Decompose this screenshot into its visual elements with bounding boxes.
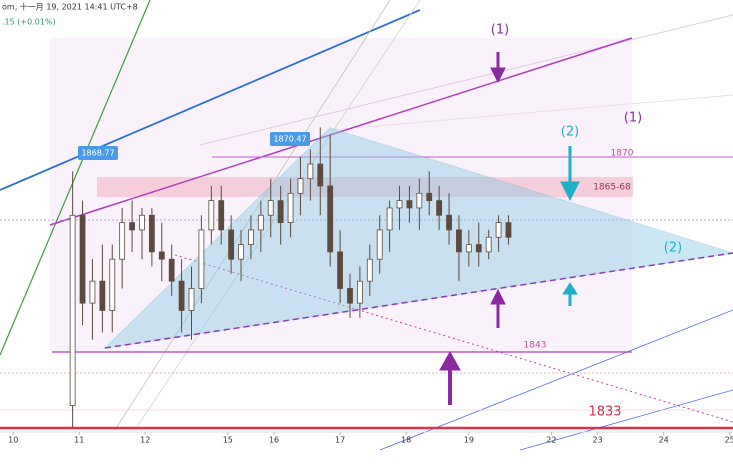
candle-body: [139, 214, 145, 231]
arrow-head: [490, 67, 506, 84]
candle-body: [465, 244, 472, 253]
candle-body: [158, 251, 165, 260]
header: om, 十一月 19, 2021 14:41 UTC+8: [2, 2, 138, 12]
annotation: (1): [491, 23, 509, 38]
candle-body: [386, 207, 393, 231]
x-tick-label: 19: [464, 436, 474, 445]
candle-body: [456, 229, 462, 253]
trend-line: [379, 309, 733, 451]
candle-body: [208, 200, 215, 231]
candle-body: [168, 258, 175, 282]
triangle-base: [104, 252, 733, 349]
candle-body: [198, 229, 205, 289]
candle-body: [505, 222, 512, 238]
trend-line: [519, 389, 733, 451]
arrow-head: [560, 181, 580, 202]
candle-body: [485, 236, 492, 253]
trend-line: [134, 0, 421, 431]
candle-body: [287, 192, 294, 223]
candle-body: [297, 178, 304, 194]
candle-body: [178, 280, 185, 311]
candle-body: [327, 185, 334, 253]
trend-line: [0, 0, 151, 356]
candle-body: [129, 222, 135, 231]
candle-body: [248, 229, 254, 245]
candle-body: [218, 200, 225, 231]
candle-body: [307, 163, 314, 180]
candle-body: [475, 244, 482, 253]
candle-body: [267, 200, 274, 216]
annotation: 1870.47: [273, 135, 306, 144]
candle-body: [277, 200, 284, 223]
arrows: [439, 52, 506, 405]
trend-line: [0, 9, 421, 191]
x-tick-label: 10: [8, 436, 18, 445]
x-tick-label: 16: [269, 436, 279, 445]
annotation: 1843: [524, 341, 547, 351]
candle-body: [109, 258, 116, 311]
callout-box: [270, 132, 310, 146]
trend-line: [199, 14, 733, 146]
candle-body: [376, 229, 383, 260]
candle-body: [317, 163, 324, 187]
candle-body: [426, 192, 433, 202]
candle-body: [356, 280, 363, 304]
candle-body: [119, 222, 126, 260]
candle-body: [99, 280, 106, 311]
candle-body: [436, 200, 443, 216]
candle-body: [396, 200, 403, 209]
x-tick-label: 25: [725, 436, 733, 445]
candle-body: [79, 214, 86, 304]
subheader: .15 (+0.01%): [2, 18, 56, 27]
candle-body: [257, 214, 264, 231]
candles: [69, 127, 512, 428]
annotation: (2): [664, 241, 682, 256]
callout-box: [78, 146, 118, 160]
candle-body: [337, 251, 343, 289]
arrows: [560, 146, 580, 306]
candle-body: [228, 229, 235, 260]
arrow-head: [439, 350, 461, 371]
candle-body: [347, 288, 353, 304]
x-tick-label: 17: [335, 436, 345, 445]
x-tick-label: 12: [140, 436, 150, 445]
x-tick-label: 11: [74, 436, 84, 445]
x-tick-label: 22: [546, 436, 556, 445]
candle-body: [89, 280, 96, 304]
candle-body: [495, 222, 502, 238]
annotation: (2): [561, 125, 579, 140]
x-tick-label: 23: [593, 436, 603, 445]
candle-body: [416, 192, 423, 209]
triangle: [103, 127, 733, 349]
x-tick-label: 15: [223, 436, 233, 445]
annotation: 1870: [611, 149, 634, 159]
candle-body: [188, 288, 195, 311]
candle-body: [366, 258, 373, 282]
candle-body: [69, 214, 76, 407]
annotation: 1833: [588, 405, 621, 420]
candle-body: [406, 200, 413, 209]
channel-line: [49, 37, 633, 226]
arrow-head: [490, 288, 506, 305]
x-tick-label: 18: [401, 436, 411, 445]
trend-line: [174, 254, 733, 423]
trend-line: [329, 94, 733, 131]
arrow-head: [562, 282, 578, 295]
annotation: 1865-68: [593, 183, 631, 193]
candle-body: [238, 244, 244, 260]
resistance-zone: [97, 177, 633, 197]
trend-line: [114, 0, 391, 431]
annotation: 1868.77: [81, 149, 114, 158]
candle-body: [446, 214, 452, 231]
candle-body: [148, 214, 155, 253]
annotation: (1): [624, 111, 642, 126]
x-tick-label: 24: [659, 436, 669, 445]
